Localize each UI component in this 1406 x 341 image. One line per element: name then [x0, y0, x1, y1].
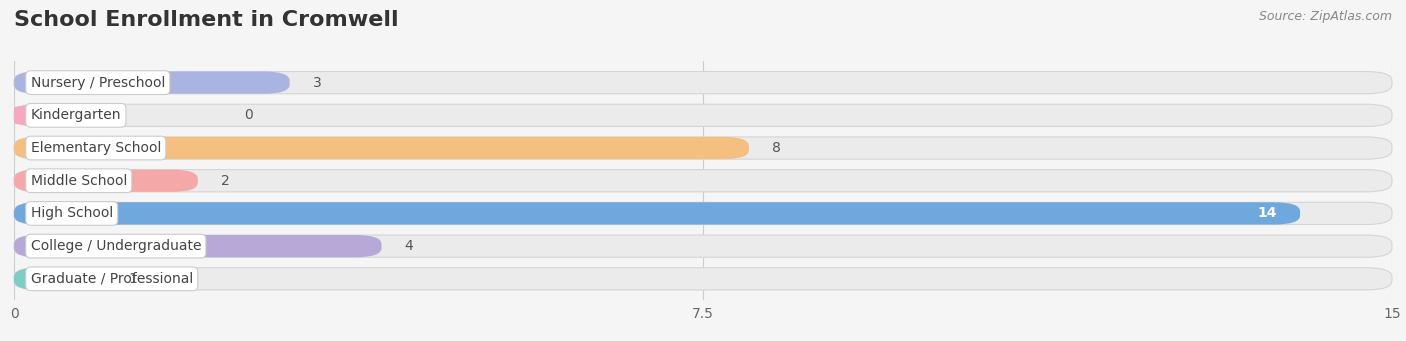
FancyBboxPatch shape [14, 169, 198, 192]
Text: High School: High School [31, 206, 112, 220]
FancyBboxPatch shape [14, 104, 1392, 127]
Text: 2: 2 [221, 174, 229, 188]
FancyBboxPatch shape [14, 202, 1301, 224]
FancyBboxPatch shape [14, 235, 381, 257]
Text: 4: 4 [405, 239, 413, 253]
FancyBboxPatch shape [14, 268, 1392, 290]
Text: Middle School: Middle School [31, 174, 127, 188]
Text: School Enrollment in Cromwell: School Enrollment in Cromwell [14, 10, 399, 30]
FancyBboxPatch shape [14, 72, 290, 94]
Text: 1: 1 [129, 272, 138, 286]
Text: Nursery / Preschool: Nursery / Preschool [31, 76, 165, 90]
Text: 8: 8 [772, 141, 780, 155]
Text: Elementary School: Elementary School [31, 141, 160, 155]
FancyBboxPatch shape [14, 137, 1392, 159]
Text: Kindergarten: Kindergarten [31, 108, 121, 122]
Text: Graduate / Professional: Graduate / Professional [31, 272, 193, 286]
Text: 3: 3 [312, 76, 322, 90]
FancyBboxPatch shape [14, 235, 1392, 257]
FancyBboxPatch shape [14, 169, 1392, 192]
FancyBboxPatch shape [14, 268, 105, 290]
Text: Source: ZipAtlas.com: Source: ZipAtlas.com [1258, 10, 1392, 23]
FancyBboxPatch shape [14, 137, 749, 159]
Text: 0: 0 [243, 108, 253, 122]
FancyBboxPatch shape [14, 72, 1392, 94]
Circle shape [4, 106, 56, 125]
FancyBboxPatch shape [14, 202, 1392, 224]
Text: College / Undergraduate: College / Undergraduate [31, 239, 201, 253]
Text: 14: 14 [1257, 206, 1277, 220]
